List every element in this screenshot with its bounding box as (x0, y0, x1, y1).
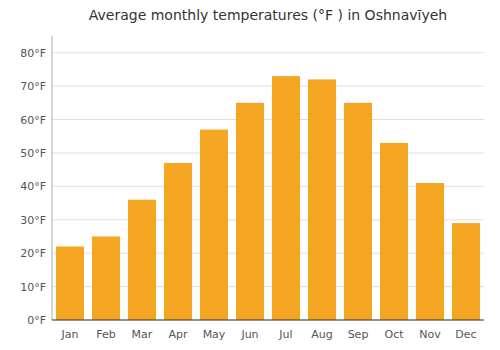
chart-svg: Average monthly temperatures (°F ) in Os… (0, 0, 500, 350)
y-tick-label: 20°F (20, 247, 46, 260)
x-axis-line (52, 320, 484, 321)
y-tick-label: 0°F (27, 314, 46, 327)
chart-title: Average monthly temperatures (°F ) in Os… (89, 7, 447, 23)
bars (56, 76, 480, 320)
y-axis-line (52, 36, 53, 320)
y-tick-label: 30°F (20, 214, 46, 227)
y-tick-label: 70°F (20, 80, 46, 93)
bar (344, 103, 372, 320)
x-tick-label: Aug (311, 328, 332, 341)
grid-line (52, 320, 484, 321)
bar (128, 200, 156, 320)
x-tick-label: Oct (384, 328, 404, 341)
x-tick-label: Sep (348, 328, 369, 341)
grid-line (52, 52, 484, 53)
bar (92, 236, 120, 320)
x-tick-label: May (203, 328, 226, 341)
x-tick-label: Dec (455, 328, 476, 341)
grid-line (52, 119, 484, 120)
y-tick-label: 60°F (20, 114, 46, 127)
y-tick-label: 10°F (20, 281, 46, 294)
bar (416, 183, 444, 320)
y-tick-label: 40°F (20, 180, 46, 193)
x-tick-label: Jul (278, 328, 292, 341)
chart-container: Average monthly temperatures (°F ) in Os… (0, 0, 500, 350)
y-tick-label: 50°F (20, 147, 46, 160)
bar (164, 163, 192, 320)
y-grid (52, 53, 484, 320)
bar (272, 76, 300, 320)
bar (56, 246, 84, 320)
bar (452, 223, 480, 320)
bar (200, 130, 228, 320)
bar (308, 79, 336, 320)
grid-line (52, 152, 484, 153)
grid-line (52, 86, 484, 87)
x-tick-label: Mar (132, 328, 153, 341)
x-tick-label: Nov (419, 328, 441, 341)
bar (236, 103, 264, 320)
x-tick-label: Jun (240, 328, 258, 341)
x-tick-label: Feb (96, 328, 115, 341)
x-tick-label: Jan (61, 328, 79, 341)
x-tick-label: Apr (168, 328, 188, 341)
y-tick-label: 80°F (20, 47, 46, 60)
bar (380, 143, 408, 320)
